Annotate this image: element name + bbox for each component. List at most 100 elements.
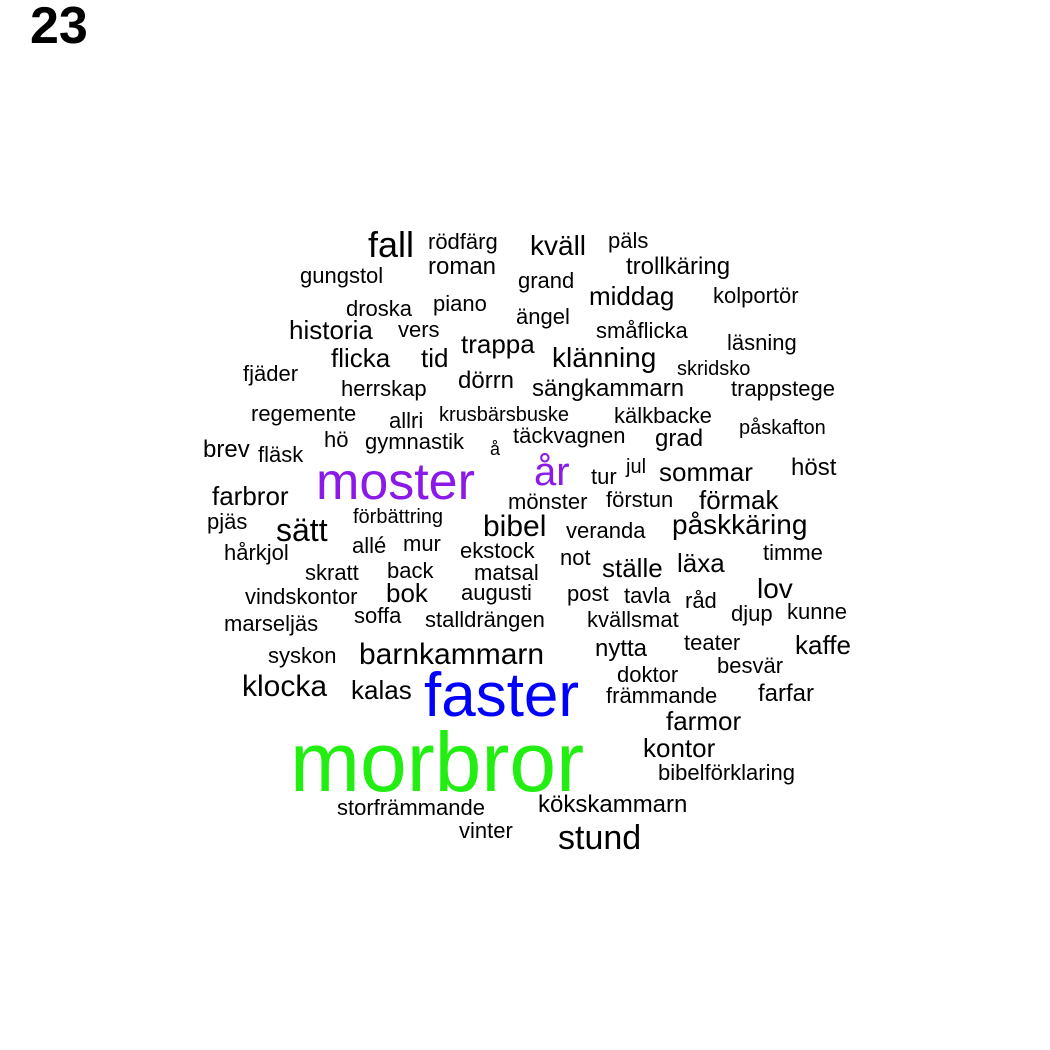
cloud-word: vinter xyxy=(459,818,513,843)
cloud-word: mönster xyxy=(508,489,588,514)
cloud-word: grand xyxy=(518,268,575,293)
cloud-word: stund xyxy=(558,819,642,857)
cloud-word: tid xyxy=(421,343,449,373)
cloud-word: sängkammarn xyxy=(532,375,685,402)
cloud-word: djup xyxy=(731,601,773,626)
cloud-word: droska xyxy=(346,296,413,321)
cloud-word: å xyxy=(490,439,501,459)
cloud-word: klocka xyxy=(242,670,328,703)
cloud-word: storfrämmande xyxy=(337,795,485,820)
cloud-word: timme xyxy=(763,540,823,565)
page-number: 23 xyxy=(30,0,88,55)
cloud-word: pjäs xyxy=(207,509,248,534)
cloud-word: fläsk xyxy=(258,442,304,467)
cloud-word: doktor xyxy=(617,662,679,687)
cloud-word: syskon xyxy=(268,643,337,668)
cloud-word: förmak xyxy=(699,485,779,515)
cloud-word: tavla xyxy=(624,583,671,608)
cloud-word: förstun xyxy=(606,487,674,512)
cloud-word: trollkäring xyxy=(626,253,731,280)
cloud-word: skratt xyxy=(305,560,359,585)
cloud-word: veranda xyxy=(566,518,646,543)
cloud-word: dörrn xyxy=(458,367,515,394)
cloud-word: kolportör xyxy=(713,283,799,308)
cloud-word: klänning xyxy=(552,342,657,373)
cloud-word: farfar xyxy=(758,680,815,707)
cloud-word: bok xyxy=(386,578,428,608)
cloud-word: kväll xyxy=(530,230,587,261)
cloud-word: täckvagnen xyxy=(513,423,626,448)
cloud-word: roman xyxy=(428,253,497,280)
cloud-word: läsning xyxy=(727,330,797,355)
cloud-word: råd xyxy=(685,588,717,613)
cloud-word: hårkjol xyxy=(224,540,289,565)
cloud-word: historia xyxy=(289,315,373,345)
cloud-word: farbror xyxy=(212,481,289,511)
cloud-word: tur xyxy=(591,464,617,489)
cloud-word: trappa xyxy=(461,329,535,359)
cloud-word: barnkammarn xyxy=(359,638,545,671)
cloud-word: päls xyxy=(608,228,649,253)
cloud-word: middag xyxy=(589,281,675,311)
cloud-word: främmande xyxy=(606,683,718,708)
cloud-word: moster xyxy=(316,453,475,511)
cloud-word: ställe xyxy=(602,553,663,583)
cloud-word: post xyxy=(567,581,609,606)
cloud-word: påskafton xyxy=(739,417,826,439)
cloud-word: gymnastik xyxy=(365,429,465,454)
cloud-word: allé xyxy=(352,533,387,558)
cloud-word: farmor xyxy=(666,706,742,736)
cloud-word: sätt xyxy=(276,512,328,548)
cloud-word: fjäder xyxy=(243,361,299,386)
cloud-word: fall xyxy=(368,224,415,265)
cloud-word: kalas xyxy=(351,675,412,705)
cloud-word: förbättring xyxy=(353,506,444,528)
cloud-word: påskkäring xyxy=(672,509,808,540)
cloud-word: mur xyxy=(403,531,441,556)
cloud-word: augusti xyxy=(461,580,532,605)
cloud-word: kaffe xyxy=(795,630,851,660)
cloud-word: herrskap xyxy=(341,376,427,401)
cloud-word: lov xyxy=(757,573,793,604)
cloud-word: allri xyxy=(389,408,424,433)
cloud-word: faster xyxy=(424,661,580,730)
cloud-word: kälkbacke xyxy=(614,403,712,428)
cloud-word: besvär xyxy=(717,653,784,678)
cloud-word: soffa xyxy=(354,603,402,628)
cloud-word: kvällsmat xyxy=(587,607,679,632)
cloud-word: stalldrängen xyxy=(425,607,545,632)
cloud-word: vindskontor xyxy=(245,584,358,609)
cloud-word: trappstege xyxy=(731,376,835,401)
cloud-word: gungstol xyxy=(300,263,384,288)
cloud-word: morbror xyxy=(290,715,585,809)
cloud-word: kunne xyxy=(787,599,847,624)
cloud-word: ängel xyxy=(516,304,570,329)
cloud-word: läxa xyxy=(677,548,725,578)
cloud-word: skridsko xyxy=(677,358,751,380)
cloud-word: grad xyxy=(655,425,704,452)
cloud-word: piano xyxy=(433,291,487,316)
cloud-word: vers xyxy=(398,317,440,342)
cloud-word: back xyxy=(387,558,434,583)
cloud-word: regemente xyxy=(251,401,357,426)
cloud-word: småflicka xyxy=(596,318,688,343)
cloud-word: år xyxy=(534,450,570,494)
cloud-word: hö xyxy=(324,427,349,452)
cloud-word: marseljäs xyxy=(224,611,319,636)
cloud-word: bibel xyxy=(483,510,547,543)
cloud-word: bibelförklaring xyxy=(658,760,795,785)
cloud-word: kontor xyxy=(643,733,716,763)
cloud-word: rödfärg xyxy=(428,229,498,254)
cloud-word: krusbärsbuske xyxy=(439,404,570,426)
cloud-word: ekstock xyxy=(460,538,535,563)
cloud-word: jul xyxy=(626,456,647,478)
cloud-word: not xyxy=(560,545,591,570)
cloud-word: matsal xyxy=(474,560,539,585)
cloud-word: brev xyxy=(203,436,250,463)
cloud-word: höst xyxy=(791,454,837,481)
cloud-word: teater xyxy=(684,630,741,655)
cloud-word: sommar xyxy=(659,457,753,487)
cloud-word: flicka xyxy=(331,343,391,373)
cloud-word: nytta xyxy=(595,635,648,662)
